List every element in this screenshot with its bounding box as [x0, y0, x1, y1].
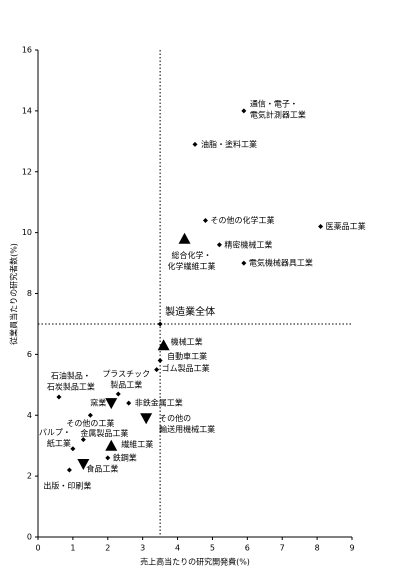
y-tick-label: 4 — [27, 411, 32, 420]
point-label: 食品工業 — [86, 463, 118, 473]
point-label: 油脂・塗料工業 — [201, 139, 257, 149]
point-diamond — [105, 455, 111, 461]
point-triangle-up — [157, 339, 170, 351]
x-tick-label: 1 — [70, 544, 75, 553]
x-tick-label: 6 — [245, 544, 250, 553]
point-diamond — [70, 446, 76, 452]
x-tick-label: 8 — [315, 544, 320, 553]
x-tick-label: 2 — [105, 544, 110, 553]
point-label: 総合化学・ — [172, 250, 212, 260]
x-tick-label: 5 — [210, 544, 215, 553]
point-triangle-down — [77, 458, 90, 470]
point-label: 通信・電子・ — [250, 98, 298, 108]
x-tick-label: 0 — [35, 544, 40, 553]
point-diamond — [154, 367, 160, 373]
point-label: パルプ・ — [39, 428, 71, 437]
x-tick-label: 3 — [140, 544, 145, 553]
y-tick-label: 10 — [22, 228, 32, 237]
point-label: 繊維工業 — [121, 439, 153, 449]
point-label: プラスチック — [102, 369, 150, 378]
point-triangle-down — [140, 413, 153, 425]
point-label: 化学繊維工業 — [168, 261, 216, 271]
point-diamond — [318, 224, 324, 230]
point-label: その他の工業 — [66, 418, 114, 428]
point-diamond — [157, 357, 163, 363]
point-label: 自動車工業 — [167, 351, 207, 361]
point-diamond — [126, 400, 132, 406]
point-label: 電気機械器具工業 — [249, 258, 313, 268]
point-diamond — [66, 467, 72, 473]
point-diamond — [87, 412, 93, 418]
x-tick-label: 7 — [280, 544, 285, 553]
point-triangle-up — [105, 439, 118, 451]
point-diamond — [56, 394, 62, 400]
point-label: 窯業 — [90, 398, 106, 408]
point-label: 鉄鋼業 — [113, 452, 137, 462]
point-label: 非鉄金属工業 — [135, 398, 183, 408]
x-tick-label: 9 — [349, 544, 354, 553]
y-tick-label: 0 — [27, 533, 32, 542]
y-tick-label: 2 — [27, 472, 32, 481]
point-diamond — [115, 391, 121, 397]
y-tick-label: 12 — [22, 167, 32, 176]
point-label: 医薬品工業 — [326, 221, 366, 231]
point-diamond — [192, 141, 198, 147]
y-tick-label: 8 — [27, 289, 32, 298]
point-diamond — [216, 242, 222, 248]
point-label: その他の — [159, 413, 191, 423]
point-label: 輸送用機械工業 — [159, 424, 215, 434]
point-label: 石炭製品工業 — [47, 381, 95, 391]
y-axis-label: 従業員当たりの研究者数(%) — [9, 243, 19, 345]
point-triangle-down — [105, 398, 118, 410]
point-label: 精密機械工業 — [224, 239, 272, 249]
point-label: 機械工業 — [171, 337, 203, 347]
point-diamond — [241, 108, 247, 114]
point-triangle-up — [178, 232, 191, 244]
x-axis-label: 売上高当たりの研究開発費(%) — [140, 557, 250, 567]
point-label: 製品工業 — [110, 379, 142, 389]
y-tick-label: 6 — [27, 350, 32, 359]
point-label: 出版・印刷業 — [43, 481, 91, 491]
x-tick-label: 4 — [175, 544, 180, 553]
point-label: 製造業全体 — [165, 305, 215, 318]
y-tick-label: 14 — [22, 106, 32, 115]
point-label: 金属製品工業 — [80, 428, 128, 438]
point-diamond — [202, 217, 208, 223]
point-label: ゴム製品工業 — [162, 363, 210, 373]
y-tick-label: 16 — [22, 46, 32, 55]
point-diamond — [157, 321, 163, 327]
point-diamond — [80, 437, 86, 443]
point-diamond — [241, 260, 247, 266]
point-label: その他の化学工業 — [210, 215, 274, 225]
point-label: 石油製品・ — [51, 370, 91, 380]
point-label: 電気計測器工業 — [250, 109, 306, 119]
point-label: 紙工業 — [47, 438, 71, 448]
